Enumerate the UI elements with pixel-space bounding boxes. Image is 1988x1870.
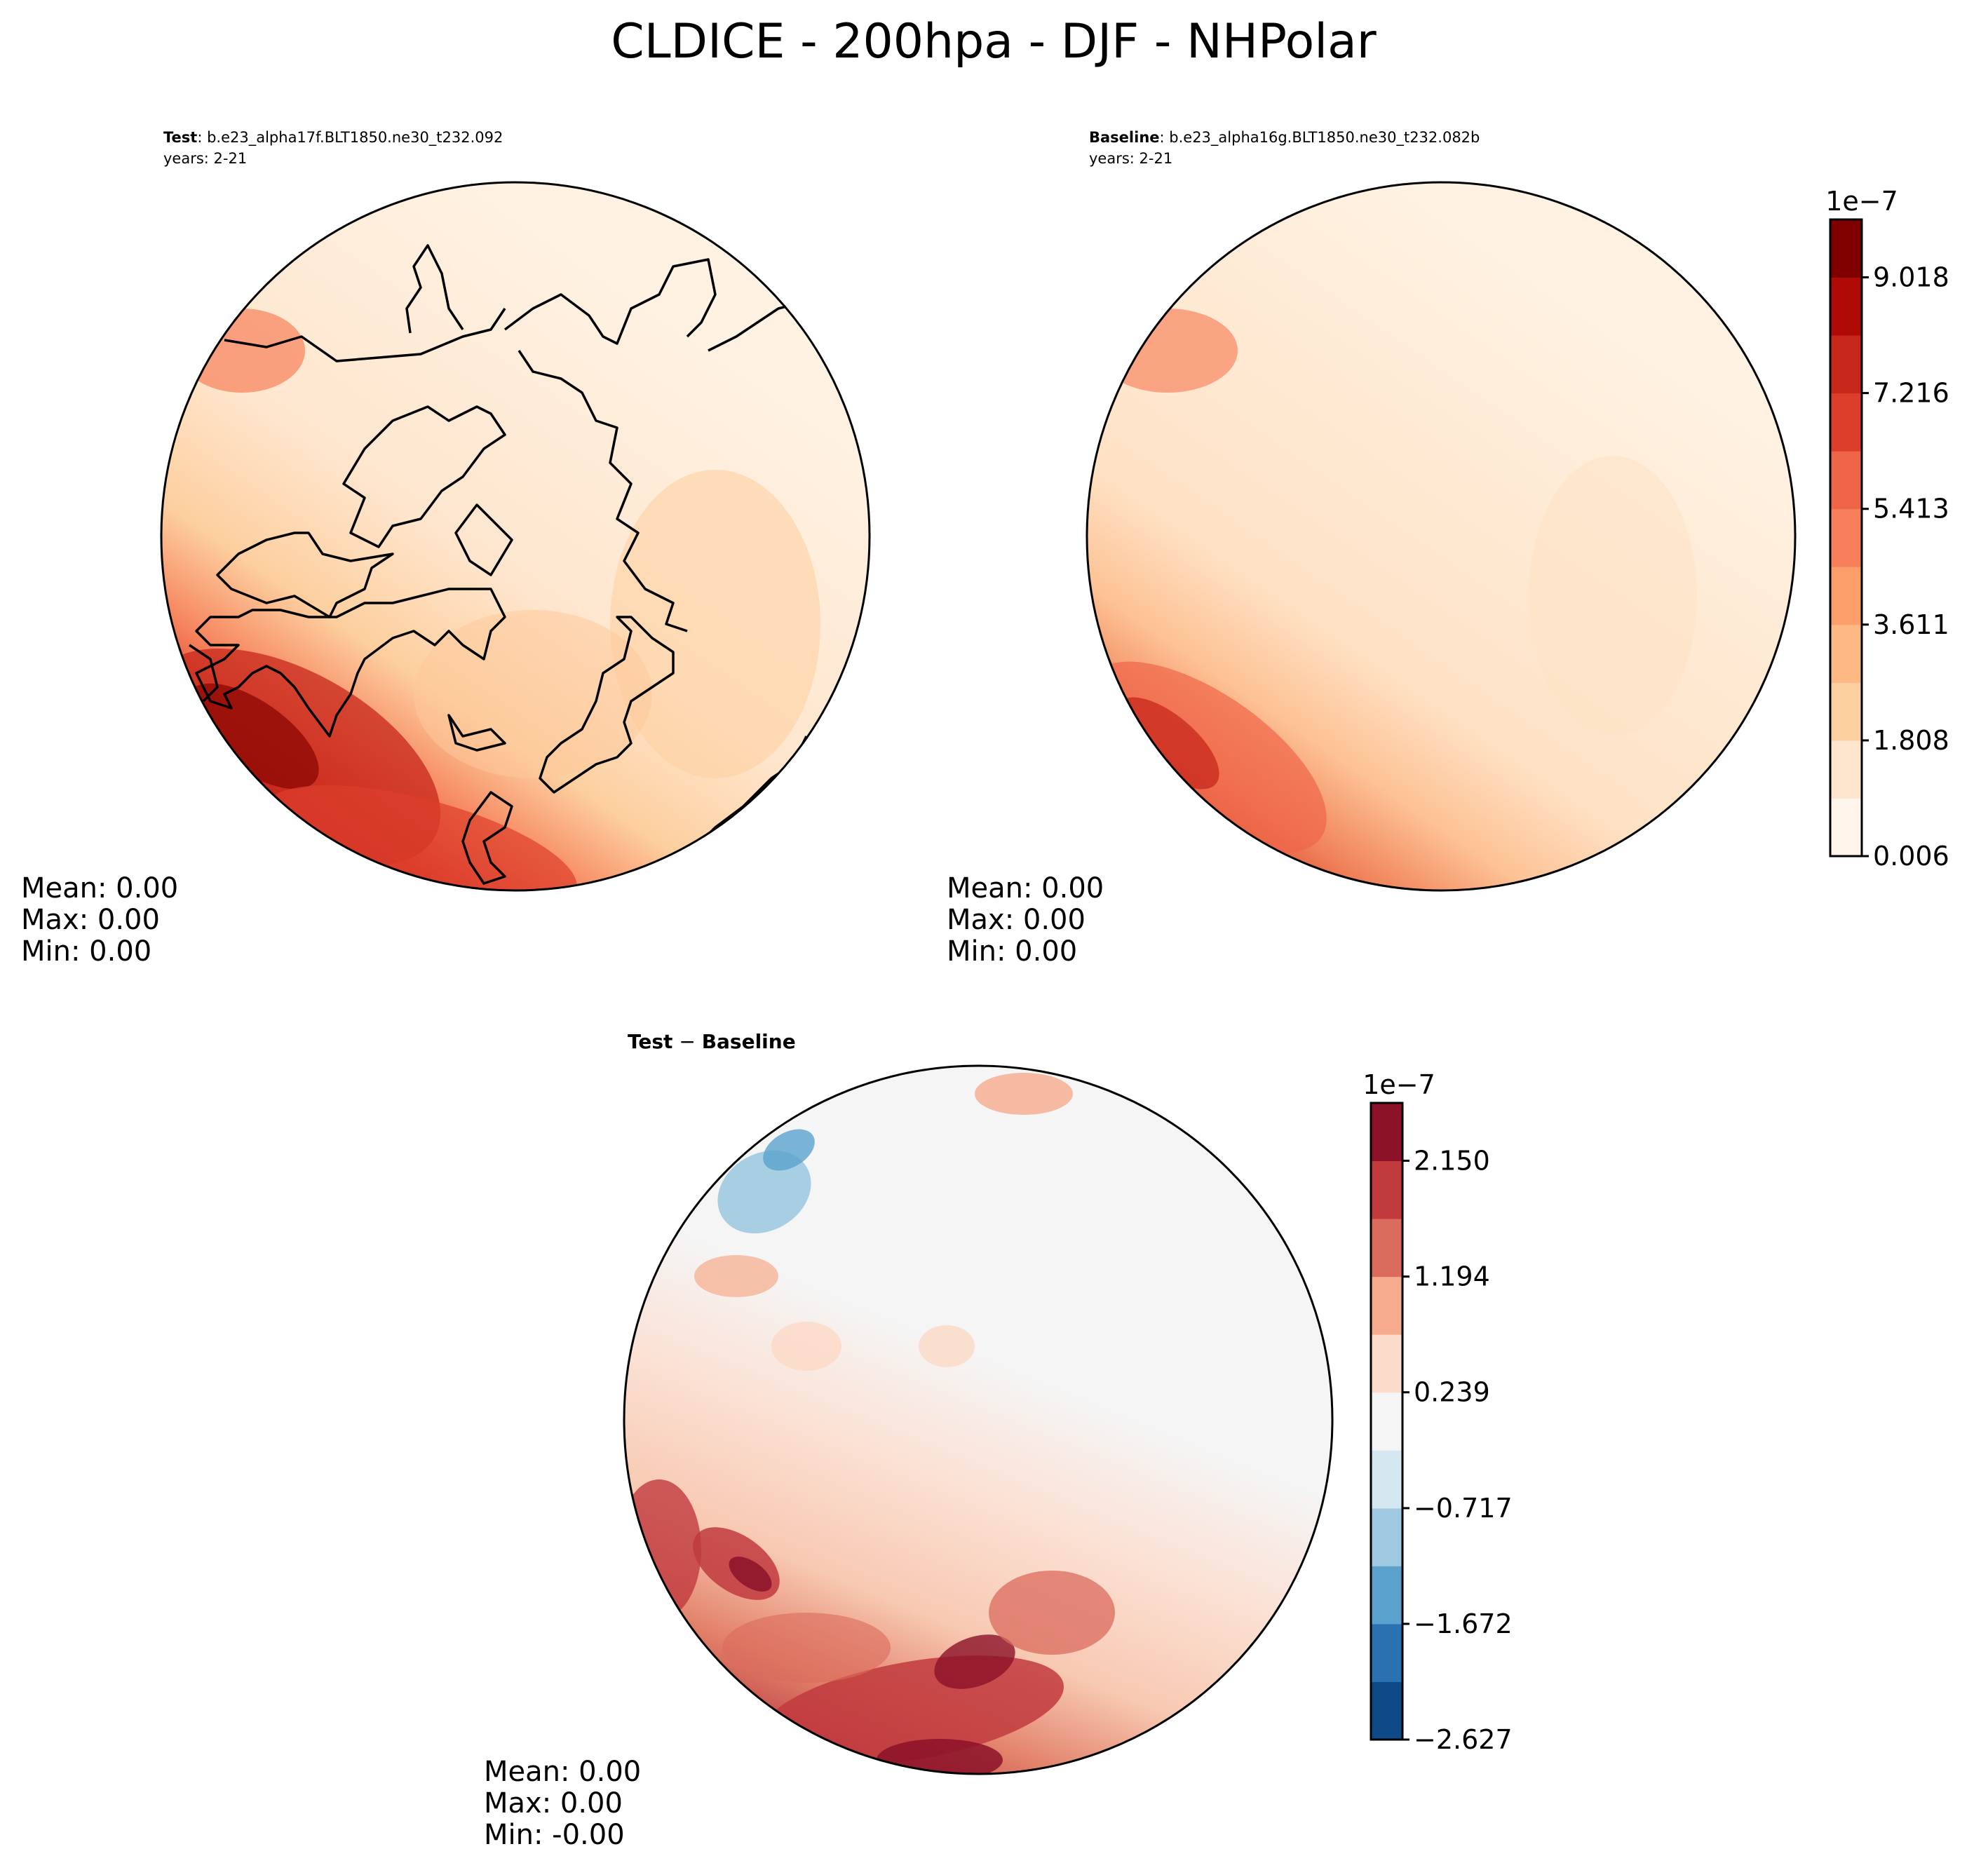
colorbar-diff-swatch xyxy=(1371,1103,1402,1161)
colorbar-diff-swatch xyxy=(1371,1219,1402,1278)
panel-diff: Test − Baseline xyxy=(484,1030,1513,1851)
panel-baseline-max: Max: 0.00 xyxy=(947,904,1086,936)
colorbar-reds-swatch xyxy=(1830,508,1862,567)
colorbar-reds-swatch xyxy=(1830,740,1862,799)
panel-diff-title-baseline: Baseline xyxy=(702,1030,796,1053)
figure-title: CLDICE - 200hpa - DJF - NHPolar xyxy=(611,14,1377,69)
colorbar-diff-tick-label: 2.150 xyxy=(1414,1145,1490,1176)
colorbar-diff-swatch xyxy=(1371,1681,1402,1740)
panel-test-max: Max: 0.00 xyxy=(21,904,160,936)
colorbar-diff-swatch xyxy=(1371,1334,1402,1393)
colorbar-reds-swatch xyxy=(1830,682,1862,741)
colorbar-reds-tick-label: 5.413 xyxy=(1873,494,1949,524)
panel-test-boundary xyxy=(160,181,871,892)
colorbar-reds-exponent: 1e−7 xyxy=(1825,186,1898,217)
panel-test-years: years: 2-21 xyxy=(163,150,247,167)
colorbar-diff-swatch xyxy=(1371,1623,1402,1682)
colorbar-reds-swatch xyxy=(1830,451,1862,510)
panel-diff-max: Max: 0.00 xyxy=(484,1787,623,1820)
panel-diff-title: Test − Baseline xyxy=(628,1030,796,1053)
panel-baseline-title: Baseline: b.e23_alpha16g.BLT1850.ne30_t2… xyxy=(1089,129,1480,147)
panel-baseline-min: Min: 0.00 xyxy=(947,935,1077,968)
colorbar-reds-swatch xyxy=(1830,393,1862,452)
panel-test-title: Test: b.e23_alpha17f.BLT1850.ne30_t232.0… xyxy=(163,129,503,147)
colorbar-reds-tick-label: 7.216 xyxy=(1873,378,1949,409)
panel-baseline-boundary xyxy=(1086,181,1797,892)
colorbar-reds-swatch xyxy=(1830,335,1862,394)
panel-test-min: Min: 0.00 xyxy=(21,935,151,968)
panel-test: Test: b.e23_alpha17f.BLT1850.ne30_t232.0… xyxy=(21,129,871,968)
panel-test-mean: Mean: 0.00 xyxy=(21,872,178,904)
panel-diff-title-test: Test xyxy=(628,1030,672,1053)
colorbar-reds-tick-label: 1.808 xyxy=(1873,725,1949,756)
panel-diff-mean: Mean: 0.00 xyxy=(484,1756,641,1788)
colorbar-diff-tick-label: 0.239 xyxy=(1414,1377,1490,1408)
colorbar-diff-swatch xyxy=(1371,1507,1402,1566)
panel-diff-boundary xyxy=(623,1064,1334,1775)
panel-test-title-label: Test xyxy=(163,129,197,146)
colorbar-reds-tick-label: 3.611 xyxy=(1873,609,1949,640)
colorbar-diff-tick-label: 1.194 xyxy=(1414,1261,1490,1292)
colorbar-diff-swatch xyxy=(1371,1392,1402,1451)
panel-baseline-mean: Mean: 0.00 xyxy=(947,872,1104,904)
colorbar-diff-swatch xyxy=(1371,1450,1402,1509)
panel-baseline-title-label: Baseline xyxy=(1089,129,1160,146)
colorbar-diff-frame xyxy=(1370,1102,1404,1741)
panel-diff-title-operator: − xyxy=(672,1030,701,1053)
colorbar-reds-tick-label: 0.006 xyxy=(1873,841,1949,872)
panel-test-field xyxy=(161,182,870,890)
colorbar-diff: 1e−7 −2.627 −1.672 −0.717 0.239 1.194 2.150 xyxy=(1362,1069,1512,1755)
colorbar-reds-frame xyxy=(1829,218,1863,858)
colorbar-diff-swatch xyxy=(1371,1276,1402,1335)
panel-baseline: Baseline: b.e23_alpha16g.BLT1850.ne30_t2… xyxy=(947,129,1949,968)
colorbar-reds-swatch xyxy=(1830,277,1862,336)
panel-diff-min: Min: -0.00 xyxy=(484,1819,625,1851)
colorbar-diff-swatch xyxy=(1371,1160,1402,1219)
colorbar-diff-tick-label: −2.627 xyxy=(1414,1724,1513,1755)
colorbar-reds-swatch xyxy=(1830,219,1862,278)
panel-baseline-field xyxy=(1087,182,1795,890)
colorbar-diff-tick-label: −1.672 xyxy=(1414,1608,1513,1639)
colorbar-diff-tick-label: −0.717 xyxy=(1414,1493,1513,1524)
colorbar-reds-swatch xyxy=(1830,567,1862,625)
colorbar-diff-swatch xyxy=(1371,1566,1402,1625)
colorbar-reds-tick-label: 9.018 xyxy=(1873,262,1949,293)
colorbar-reds-swatch xyxy=(1830,624,1862,683)
panel-test-title-case: : b.e23_alpha17f.BLT1850.ne30_t232.092 xyxy=(197,129,503,147)
colorbar-reds: 1e−7 0.006 1.808 3.611 5.413 7.216 9.018 xyxy=(1825,186,1949,872)
panel-baseline-title-case: : b.e23_alpha16g.BLT1850.ne30_t232.082b xyxy=(1160,129,1480,147)
colorbar-diff-exponent: 1e−7 xyxy=(1362,1069,1435,1100)
panel-baseline-years: years: 2-21 xyxy=(1089,150,1172,167)
colorbar-reds-swatch xyxy=(1830,798,1862,857)
